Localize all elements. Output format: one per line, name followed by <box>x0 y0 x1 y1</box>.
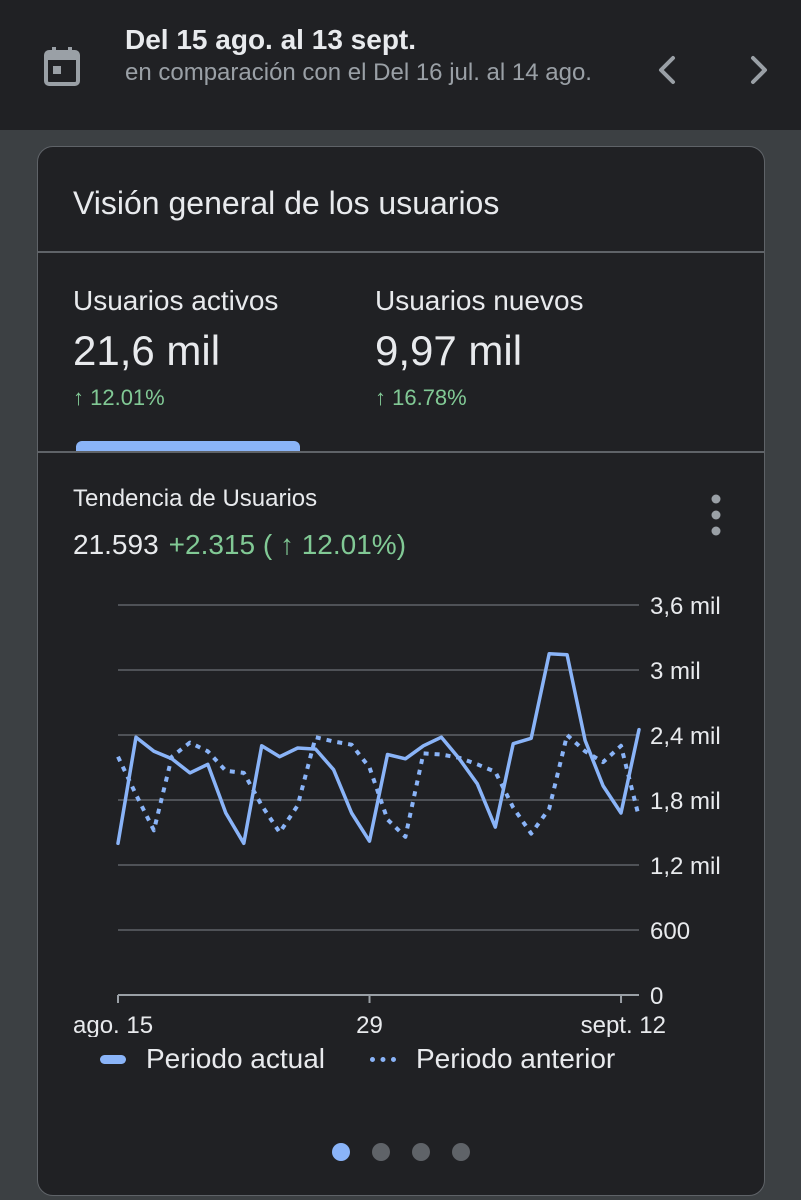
date-range-title[interactable]: Del 15 ago. al 13 sept. <box>125 24 417 55</box>
y-tick-label: 3 mil <box>650 658 701 685</box>
pager-dot[interactable] <box>372 1143 390 1161</box>
calendar-icon[interactable] <box>44 46 80 86</box>
users-trend-chart: 3,6 mil 3 mil 2,4 mil 1,8 mil 1,2 mil 600 0 ago… <box>73 593 721 1037</box>
legend-label: Periodo anterior <box>416 1043 616 1074</box>
series-line-previous <box>116 733 641 839</box>
y-tick-label: 1,2 mil <box>650 853 721 880</box>
more-options-icon[interactable] <box>704 493 728 537</box>
selected-tab-indicator <box>76 441 300 451</box>
metric-delta: ↑ 12.01% <box>73 385 165 410</box>
legend-item-current[interactable]: Periodo actual <box>100 1043 325 1075</box>
x-tick-label: sept. 12 <box>581 1012 666 1037</box>
pager-dot[interactable] <box>412 1143 430 1161</box>
chevron-right-icon[interactable] <box>738 50 778 90</box>
legend-item-previous[interactable]: Periodo anterior <box>370 1043 615 1075</box>
trend-summary: 21.593 +2.315 ( ↑ 12.01%) <box>73 529 406 561</box>
metric-tab-new-users[interactable]: Usuarios nuevos 9,97 mil ↑ 16.78% <box>375 285 584 411</box>
x-tick-label: ago. 15 <box>73 1012 153 1037</box>
x-tick-label: 29 <box>356 1012 383 1037</box>
metric-value: 21,6 mil <box>73 327 221 374</box>
legend-swatch-solid <box>100 1054 126 1064</box>
carousel-pager <box>38 1143 764 1163</box>
metric-label: Usuarios activos <box>73 285 279 316</box>
trend-total: 21.593 <box>73 529 159 560</box>
metric-label: Usuarios nuevos <box>375 285 584 316</box>
users-overview-card: Visión general de los usuarios Usuarios … <box>37 146 765 1196</box>
divider <box>38 251 764 253</box>
pager-dot[interactable] <box>332 1143 350 1161</box>
metric-tab-active-users[interactable]: Usuarios activos 21,6 mil ↑ 12.01% <box>73 285 278 411</box>
divider <box>38 451 764 453</box>
date-range-header: Del 15 ago. al 13 sept. en comparación c… <box>0 0 801 130</box>
legend-swatch-dotted <box>370 1056 396 1062</box>
comparison-range-text: en comparación con el Del 16 jul. al 14 … <box>125 59 592 86</box>
trend-change: +2.315 ( ↑ 12.01%) <box>168 529 407 560</box>
legend-label: Periodo actual <box>146 1043 326 1074</box>
series-line-current <box>116 652 641 846</box>
card-title: Visión general de los usuarios <box>73 185 500 221</box>
y-tick-label: 600 <box>650 918 690 945</box>
y-tick-label: 3,6 mil <box>650 593 721 620</box>
y-tick-label: 1,8 mil <box>650 788 721 815</box>
metric-delta: ↑ 16.78% <box>375 385 467 410</box>
trend-title: Tendencia de Usuarios <box>73 485 318 512</box>
y-tick-label: 2,4 mil <box>650 723 721 750</box>
chevron-left-icon[interactable] <box>648 50 688 90</box>
pager-dot[interactable] <box>452 1143 470 1161</box>
metric-value: 9,97 mil <box>375 327 523 374</box>
chart-legend: Periodo actual Periodo anterior <box>38 1043 764 1083</box>
y-tick-label: 0 <box>650 983 663 1010</box>
